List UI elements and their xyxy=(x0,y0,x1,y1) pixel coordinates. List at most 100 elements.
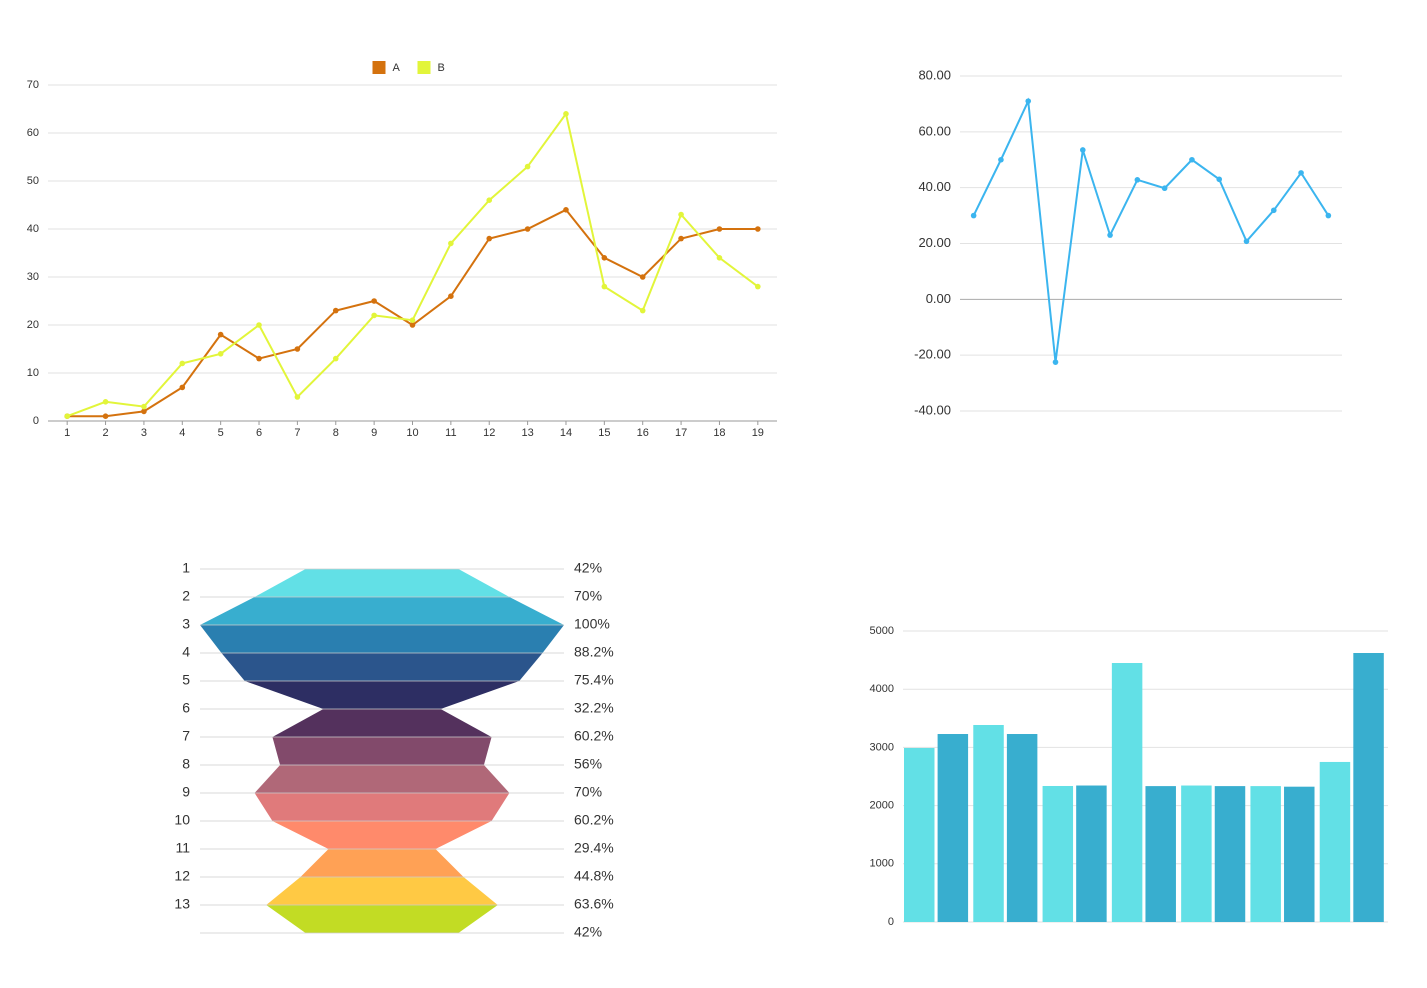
x-tick-label: 13 xyxy=(521,427,533,439)
point xyxy=(448,293,454,300)
value-label: 42% xyxy=(574,560,602,576)
series-line xyxy=(67,208,758,418)
x-tick-label: 11 xyxy=(445,427,456,439)
point xyxy=(332,355,339,362)
x-tick-label: 15 xyxy=(598,427,610,439)
y-tick-label: 80.00 xyxy=(918,67,951,82)
funnel-segment xyxy=(272,821,492,849)
y-tick-label: 60.00 xyxy=(918,123,951,138)
point xyxy=(524,226,531,232)
y-tick-label: 2000 xyxy=(870,800,894,812)
legend-swatch xyxy=(417,61,431,74)
point xyxy=(409,317,416,324)
value-label: 63.6% xyxy=(574,896,614,912)
funnel-segment xyxy=(272,737,492,765)
y-tick-label: 0.00 xyxy=(926,291,951,306)
x-tick-label: 9 xyxy=(371,427,377,439)
point xyxy=(217,351,224,357)
value-label: 56% xyxy=(574,756,602,772)
point xyxy=(179,384,186,391)
funnel-segment xyxy=(200,597,564,625)
point xyxy=(64,413,70,420)
point xyxy=(1189,156,1195,163)
funnel-segment xyxy=(266,877,498,905)
point xyxy=(1134,177,1141,183)
bar xyxy=(937,734,969,922)
value-label: 42% xyxy=(574,924,602,940)
bar xyxy=(1145,786,1176,922)
bar xyxy=(1250,786,1281,922)
category-label: 10 xyxy=(174,812,190,828)
point xyxy=(102,399,109,405)
funnel-segment xyxy=(254,765,510,793)
bar xyxy=(1319,761,1351,922)
point xyxy=(755,283,761,290)
point xyxy=(294,394,301,400)
y-tick-label: 40.00 xyxy=(918,179,951,194)
point xyxy=(256,322,262,328)
point xyxy=(1052,359,1059,365)
point xyxy=(1243,238,1250,245)
category-label: 4 xyxy=(182,644,190,660)
y-tick-label: 3000 xyxy=(870,741,894,753)
point xyxy=(409,322,416,328)
x-tick-label: 10 xyxy=(406,427,418,439)
point xyxy=(294,346,301,352)
point xyxy=(179,360,186,367)
x-tick-label: 2 xyxy=(102,427,108,439)
x-tick-label: 1 xyxy=(64,427,70,439)
point xyxy=(1107,232,1113,238)
point xyxy=(1325,212,1332,219)
x-tick-label: 14 xyxy=(560,427,572,439)
y-tick-label: 0 xyxy=(33,415,39,427)
point xyxy=(141,403,147,410)
category-label: 13 xyxy=(174,896,190,912)
x-tick-label: 8 xyxy=(333,427,339,439)
point xyxy=(1298,170,1304,176)
bar xyxy=(1006,734,1038,922)
y-tick-label: 20.00 xyxy=(918,235,951,250)
point xyxy=(716,254,723,261)
point xyxy=(755,226,761,232)
point xyxy=(486,235,493,242)
legend-swatch xyxy=(372,61,386,74)
category-label: 12 xyxy=(174,868,190,884)
value-label: 70% xyxy=(574,784,602,800)
y-tick-label: 50 xyxy=(27,175,39,187)
bar xyxy=(1076,785,1107,922)
y-tick-label: -40.00 xyxy=(914,402,951,417)
funnel-segment xyxy=(221,653,543,681)
category-label: 7 xyxy=(182,728,190,744)
bar xyxy=(904,747,935,922)
x-tick-label: 19 xyxy=(752,427,764,439)
point xyxy=(998,156,1004,163)
point xyxy=(486,197,493,203)
legend-label: B xyxy=(438,62,445,74)
value-label: 88.2% xyxy=(574,644,614,660)
point xyxy=(639,307,646,314)
y-tick-label: 5000 xyxy=(870,625,894,637)
funnel-segment xyxy=(300,849,464,877)
point xyxy=(970,212,977,219)
x-tick-label: 4 xyxy=(179,427,185,439)
point xyxy=(1025,98,1032,104)
funnel-segment xyxy=(254,569,510,597)
bar xyxy=(1042,785,1074,922)
x-tick-label: 7 xyxy=(294,427,300,439)
point xyxy=(217,331,224,338)
bar xyxy=(1353,652,1384,922)
y-tick-label: 40 xyxy=(27,223,39,235)
y-tick-label: 60 xyxy=(27,127,39,139)
category-label: 2 xyxy=(182,588,190,604)
value-label: 29.4% xyxy=(574,840,614,856)
bar xyxy=(1181,785,1212,922)
point xyxy=(102,413,109,420)
value-label: 44.8% xyxy=(574,868,614,884)
legend-label: A xyxy=(393,62,401,74)
value-label: 60.2% xyxy=(574,728,614,744)
bar xyxy=(1284,786,1315,922)
y-tick-label: 1000 xyxy=(870,858,894,870)
point xyxy=(371,312,377,319)
y-tick-label: -20.00 xyxy=(914,347,951,362)
